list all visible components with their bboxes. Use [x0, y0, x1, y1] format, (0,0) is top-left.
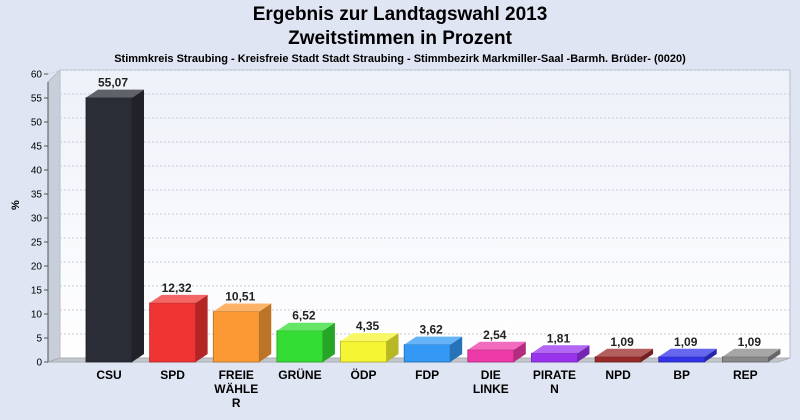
data-label: 55,07 [98, 76, 128, 90]
bar-top-6 [467, 341, 526, 350]
y-tick-label: 50 [31, 118, 43, 129]
bar-8 [594, 356, 642, 363]
x-tick-label: CSU [96, 368, 121, 382]
data-label: 3,62 [420, 323, 444, 337]
x-tick-label: FDP [415, 368, 439, 382]
bar-6 [467, 349, 515, 363]
bar-4 [340, 340, 387, 363]
bar-side-4 [386, 333, 399, 362]
bar-side-1 [195, 294, 208, 362]
y-tick-label: 55 [31, 94, 43, 105]
bar-2 [212, 311, 260, 363]
bar-top-0 [86, 89, 144, 98]
data-label: 4,35 [356, 319, 380, 333]
x-tick-label: NPD [605, 368, 631, 382]
data-label: 6,52 [292, 309, 316, 323]
x-tick-label: BP [673, 368, 690, 382]
chart-subtitle: Zweitstimmen in Prozent [288, 28, 512, 49]
y-tick-label: 15 [31, 286, 43, 297]
bar-top-1 [149, 294, 208, 303]
bar-side-2 [259, 303, 272, 362]
x-tick-label: REP [733, 368, 758, 382]
x-tick-label: SPD [160, 368, 185, 382]
data-label: 1,81 [547, 331, 571, 345]
bar-top-10 [722, 348, 781, 357]
x-tick-label: DIE LINKE [473, 368, 509, 396]
bar-top-2 [213, 303, 272, 312]
y-tick-label: 60 [31, 70, 43, 81]
bar-side-9 [704, 348, 717, 362]
y-tick-label: 45 [31, 142, 43, 153]
bar-side-0 [132, 89, 144, 362]
data-label: 2,54 [483, 328, 507, 342]
plot-side-wall [47, 68, 61, 363]
bar-side-3 [322, 322, 335, 362]
bar-5 [403, 344, 451, 363]
y-tick-label: 30 [31, 214, 43, 225]
chart-caption: Stimmkreis Straubing - Kreisfreie Stadt … [114, 53, 686, 65]
y-tick-label: 0 [36, 358, 42, 369]
data-label: 1,09 [674, 335, 698, 349]
bar-top-8 [595, 348, 654, 357]
bar-1 [149, 302, 197, 363]
y-tick-label: 10 [31, 310, 43, 321]
y-tick-label: 35 [31, 190, 43, 201]
data-label: 1,09 [610, 335, 634, 349]
bar-7 [531, 352, 578, 363]
bar-side-8 [641, 348, 654, 362]
y-tick-label: 25 [31, 238, 43, 249]
bar-top-5 [404, 336, 463, 345]
x-tick-label: FREIE WÄHLE R [214, 368, 258, 410]
data-label: 12,32 [162, 281, 192, 295]
bar-top-4 [340, 333, 399, 342]
bar-10 [721, 356, 769, 363]
chart-title: Ergebnis zur Landtagswahl 2013 [252, 4, 548, 25]
x-tick-label: PIRATE N [533, 368, 576, 396]
bar-side-7 [577, 345, 590, 362]
bar-top-7 [531, 345, 590, 354]
data-label: 10,51 [225, 290, 255, 304]
x-tick-label: GRÜNE [278, 367, 321, 382]
x-tick-label: ÖDP [351, 367, 377, 382]
bar-0 [85, 97, 133, 363]
bar-side-10 [768, 348, 781, 362]
bar-side-6 [513, 341, 526, 362]
data-label: 1,09 [738, 335, 762, 349]
y-tick-label: 40 [31, 166, 43, 177]
bar-3 [276, 330, 324, 363]
y-tick-label: 20 [31, 262, 43, 273]
bar-top-9 [658, 348, 717, 357]
bar-side-5 [450, 336, 463, 362]
bar-9 [658, 356, 706, 363]
bar-top-3 [276, 322, 335, 331]
y-tick-label: 5 [36, 334, 42, 345]
